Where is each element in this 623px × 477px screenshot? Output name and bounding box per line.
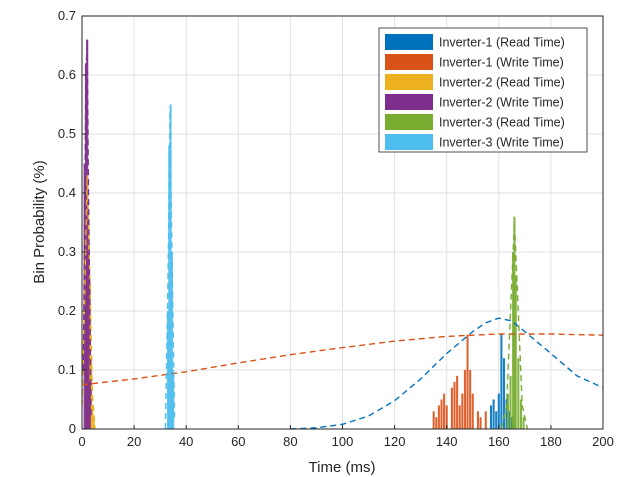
histogram-bar <box>484 411 487 429</box>
histogram-bar <box>445 405 448 429</box>
x-tick-label: 140 <box>436 434 458 449</box>
legend-swatch <box>385 114 433 130</box>
legend-label: Inverter-1 (Read Time) <box>439 36 565 50</box>
histogram-bar <box>440 399 443 429</box>
histogram-bar <box>469 370 472 429</box>
fit-curve <box>82 39 92 418</box>
histogram-bar <box>506 393 509 429</box>
histogram-bar <box>432 411 435 429</box>
x-tick-label: 40 <box>179 434 193 449</box>
histogram-bar <box>170 252 173 429</box>
histogram-bar <box>86 39 89 429</box>
fit-curve-layer <box>81 39 604 430</box>
legend-label: Inverter-2 (Read Time) <box>439 76 565 90</box>
histogram-bar <box>88 381 91 429</box>
y-axis-ticks: 0 0.1 0.2 0.3 0.4 0.5 0.6 0.7 <box>58 8 86 436</box>
histogram-bar <box>492 399 495 429</box>
histogram-bar <box>514 275 517 429</box>
legend-label: Inverter-1 (Write Time) <box>439 56 564 70</box>
histogram-bar <box>166 311 170 429</box>
histogram-bar <box>497 393 500 429</box>
x-tick-label: 100 <box>332 434 354 449</box>
histogram-bar <box>87 252 90 429</box>
histogram-bar <box>168 145 171 430</box>
y-tick-label: 0 <box>69 421 76 436</box>
x-axis-label: Time (ms) <box>309 459 376 476</box>
histogram-bar <box>461 393 464 429</box>
histogram-bar <box>522 417 525 429</box>
legend-label: Inverter-3 (Read Time) <box>439 116 565 130</box>
legend-swatch <box>385 74 433 90</box>
histogram-bar <box>437 405 440 429</box>
legend-label: Inverter-2 (Write Time) <box>439 96 564 110</box>
fit-curve <box>81 333 604 386</box>
histogram-bar <box>169 104 172 429</box>
x-axis-ticks: 0 20 40 60 80 100 120 140 160 180 200 <box>78 425 614 449</box>
histogram-bar <box>495 411 498 429</box>
y-tick-label: 0.7 <box>58 8 76 23</box>
histogram-bar <box>517 358 520 429</box>
fit-curve <box>164 110 176 430</box>
histogram-bar <box>502 358 506 429</box>
legend-swatch <box>385 134 433 150</box>
histogram-bar <box>471 393 474 429</box>
histogram-bar <box>463 370 466 429</box>
histogram-bar <box>510 417 513 429</box>
x-tick-label: 200 <box>592 434 614 449</box>
histogram-bar <box>458 405 461 429</box>
x-tick-label: 0 <box>78 434 85 449</box>
y-axis-label: Bin Probability (%) <box>31 160 48 283</box>
histogram-bar <box>453 381 456 429</box>
y-tick-label: 0.5 <box>58 126 76 141</box>
legend-label: Inverter-3 (Write Time) <box>439 136 564 150</box>
legend: Inverter-1 (Read Time) Inverter-1 (Write … <box>378 27 588 153</box>
fit-curve <box>500 222 529 430</box>
y-tick-label: 0.1 <box>58 362 76 377</box>
x-tick-label: 20 <box>127 434 141 449</box>
histogram-bar <box>519 399 522 429</box>
histogram-bar <box>489 405 493 429</box>
histogram-bar <box>92 417 95 429</box>
histogram-bar <box>512 252 515 429</box>
x-tick-label: 60 <box>231 434 245 449</box>
histogram-bar <box>508 411 511 429</box>
histogram-bar <box>509 375 512 429</box>
histogram-bar <box>172 370 175 429</box>
histogram-bar <box>91 405 94 429</box>
x-tick-label: 120 <box>384 434 406 449</box>
histogram-bar <box>435 417 438 429</box>
y-tick-label: 0.6 <box>58 67 76 82</box>
histogram-bar <box>466 334 469 429</box>
y-tick-label: 0.3 <box>58 244 76 259</box>
y-tick-label: 0.2 <box>58 303 76 318</box>
x-tick-label: 80 <box>283 434 297 449</box>
histogram-bar <box>443 393 446 429</box>
y-tick-label: 0.4 <box>58 185 76 200</box>
histogram-bar <box>505 399 508 429</box>
legend-swatch <box>385 54 433 70</box>
histogram-bar <box>450 387 453 429</box>
histogram-bar <box>456 375 459 429</box>
fit-curve <box>290 317 604 430</box>
histogram-bar <box>476 411 480 429</box>
x-tick-label: 160 <box>488 434 510 449</box>
fit-curve <box>81 175 96 430</box>
histogram-bar <box>84 63 87 429</box>
legend-swatch <box>385 34 433 50</box>
histogram-bar <box>500 334 503 429</box>
histogram-bar <box>88 281 91 429</box>
legend-swatch <box>385 94 433 110</box>
histogram-bar <box>479 417 482 429</box>
x-tick-label: 180 <box>540 434 562 449</box>
